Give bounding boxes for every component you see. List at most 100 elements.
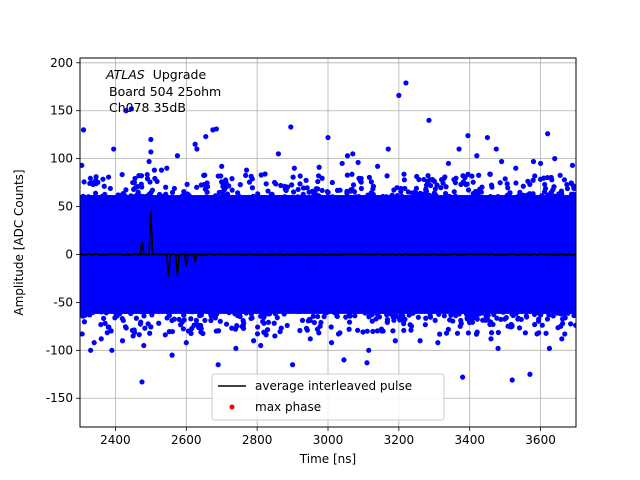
sample-point xyxy=(470,196,476,202)
ticks: 2400 2600 2800 3000 3200 3400 3600 -150 -100 -50 0… xyxy=(46,56,556,447)
sample-point xyxy=(334,313,340,319)
sample-point xyxy=(167,307,173,313)
sample-point xyxy=(107,185,113,192)
sample-outlier xyxy=(158,167,165,173)
sample-point xyxy=(166,329,172,335)
sample-outlier xyxy=(465,133,471,139)
y-tick-label: 100 xyxy=(50,152,73,166)
sample-point xyxy=(93,181,99,187)
sample-point xyxy=(532,173,538,179)
sample-outlier xyxy=(355,159,361,166)
sample-point xyxy=(546,307,553,313)
sample-outlier xyxy=(339,160,345,167)
legend-entry-max-phase: max phase xyxy=(255,400,321,414)
sample-point xyxy=(195,322,201,328)
sample-point xyxy=(384,173,390,179)
sample-point xyxy=(144,171,150,178)
sample-point xyxy=(234,323,240,329)
sample-point xyxy=(258,196,264,202)
sample-outlier xyxy=(98,336,104,342)
sample-point xyxy=(119,315,125,322)
sample-point xyxy=(504,307,510,313)
sample-point xyxy=(343,314,349,320)
legend-dot-marker xyxy=(229,404,235,410)
sample-point xyxy=(572,196,576,202)
sample-point xyxy=(395,314,402,320)
sample-point xyxy=(314,186,321,192)
sample-outlier xyxy=(80,162,85,168)
sample-point xyxy=(390,196,396,202)
sample-point xyxy=(557,172,563,178)
sample-point xyxy=(347,194,353,200)
sample-point xyxy=(188,330,194,336)
sample-point xyxy=(347,313,353,319)
sample-point xyxy=(131,179,138,186)
plot-area xyxy=(80,80,576,385)
sample-point xyxy=(543,330,549,336)
sample-point xyxy=(297,181,303,187)
sample-point xyxy=(558,323,564,329)
sample-point xyxy=(536,318,542,324)
sample-point xyxy=(273,307,279,314)
sample-point xyxy=(370,307,377,313)
sample-point xyxy=(148,309,154,315)
sample-outlier xyxy=(316,164,322,170)
sample-point xyxy=(265,319,272,325)
sample-point xyxy=(469,173,475,179)
sample-point xyxy=(226,310,232,316)
sample-point xyxy=(195,196,202,202)
sample-point xyxy=(474,316,480,322)
sample-point xyxy=(544,316,551,322)
x-tick-label: 3600 xyxy=(525,433,556,447)
sample-point xyxy=(373,316,379,322)
sample-point xyxy=(121,195,127,201)
sample-point xyxy=(543,194,549,200)
sample-point xyxy=(297,327,303,334)
sample-point xyxy=(350,182,357,188)
sample-point xyxy=(441,313,447,319)
sample-point xyxy=(421,176,427,183)
sample-point xyxy=(229,187,235,193)
average-pulse xyxy=(80,211,576,277)
sample-point xyxy=(476,172,482,178)
sample-point xyxy=(470,311,477,317)
sample-point xyxy=(98,321,104,328)
sample-point xyxy=(101,183,107,189)
sample-point xyxy=(390,328,396,334)
sample-point xyxy=(180,326,186,332)
sample-point xyxy=(148,324,154,330)
y-tick-label: 200 xyxy=(50,56,73,70)
sample-point xyxy=(504,181,510,187)
sample-point xyxy=(309,188,315,194)
sample-point xyxy=(93,174,99,180)
sample-point xyxy=(100,176,106,182)
sample-point xyxy=(425,173,431,179)
sample-point xyxy=(573,322,576,328)
legend-box xyxy=(211,373,445,421)
sample-outlier xyxy=(192,141,198,147)
sample-outlier xyxy=(88,347,94,353)
sample-point xyxy=(81,309,87,315)
sample-point xyxy=(505,185,511,191)
sample-point xyxy=(315,178,321,185)
sample-point xyxy=(217,318,223,324)
sample-outlier xyxy=(219,163,225,169)
sample-point xyxy=(235,190,241,196)
sample-point xyxy=(334,187,341,193)
sample-point xyxy=(243,310,249,316)
sample-point xyxy=(277,307,283,313)
sample-point xyxy=(513,180,519,186)
sample-point xyxy=(507,196,513,202)
sample-point xyxy=(458,181,464,187)
sample-point xyxy=(530,177,536,183)
sample-point xyxy=(204,189,210,195)
sample-point xyxy=(81,319,88,325)
sample-point xyxy=(156,320,162,326)
sample-point xyxy=(147,179,153,185)
sample-point xyxy=(108,328,114,334)
sample-point xyxy=(163,184,169,190)
sample-point xyxy=(140,195,146,201)
sample-point xyxy=(571,312,576,319)
sample-point xyxy=(368,179,374,185)
sample-outlier xyxy=(435,340,441,346)
